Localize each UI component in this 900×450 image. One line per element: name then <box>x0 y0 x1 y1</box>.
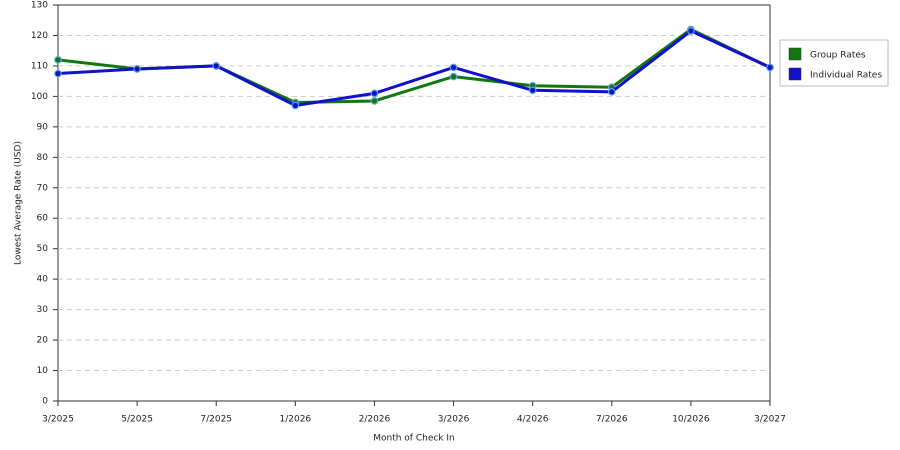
series-line <box>57 29 771 108</box>
y-tick-label: 20 <box>37 336 49 346</box>
x-tick-label: 3/2027 <box>754 415 786 425</box>
x-tick-label: 3/2026 <box>438 415 470 425</box>
x-tick-label: 3/2025 <box>42 415 74 425</box>
y-tick-label: 60 <box>37 214 49 224</box>
data-point <box>528 86 537 95</box>
y-tick-label: 80 <box>37 153 49 163</box>
data-point <box>291 101 300 110</box>
legend-label: Group Rates <box>810 51 866 61</box>
x-tick-label: 2/2026 <box>359 415 391 425</box>
y-tick-label: 40 <box>37 275 49 285</box>
data-point <box>370 89 379 98</box>
data-point <box>449 72 458 81</box>
y-tick-label: 0 <box>42 397 48 407</box>
y-tick-label: 100 <box>31 92 48 102</box>
data-point <box>449 63 458 72</box>
legend-swatch <box>788 47 802 61</box>
data-point <box>607 88 616 96</box>
data-point <box>54 69 62 78</box>
x-tick-label: 4/2026 <box>517 415 549 425</box>
legend-swatch <box>788 67 802 81</box>
x-tick-label: 10/2026 <box>672 415 710 425</box>
data-point <box>766 63 774 72</box>
y-tick-label: 120 <box>31 31 48 41</box>
legend-label: Individual Rates <box>810 71 882 81</box>
data-point <box>687 27 695 35</box>
y-tick-label: 10 <box>37 366 49 376</box>
y-tick-label: 70 <box>37 183 49 193</box>
y-tick-label: 90 <box>37 122 49 132</box>
x-tick-label: 7/2026 <box>596 415 628 425</box>
y-tick-label: 110 <box>31 61 48 71</box>
x-tick-label: 1/2026 <box>279 415 311 425</box>
y-tick-label: 50 <box>37 244 49 254</box>
y-tick-label: 130 <box>31 1 48 11</box>
x-axis-label: Month of Check In <box>373 434 455 444</box>
plot-area <box>57 4 771 402</box>
data-point <box>370 97 379 105</box>
data-point <box>54 56 62 64</box>
data-point <box>212 62 221 70</box>
y-tick-label: 30 <box>37 305 49 315</box>
x-tick-label: 7/2025 <box>200 415 232 425</box>
data-point <box>133 65 141 73</box>
y-axis-label: Lowest Average Rate (USD) <box>14 141 24 265</box>
x-tick-label: 5/2025 <box>121 415 153 425</box>
